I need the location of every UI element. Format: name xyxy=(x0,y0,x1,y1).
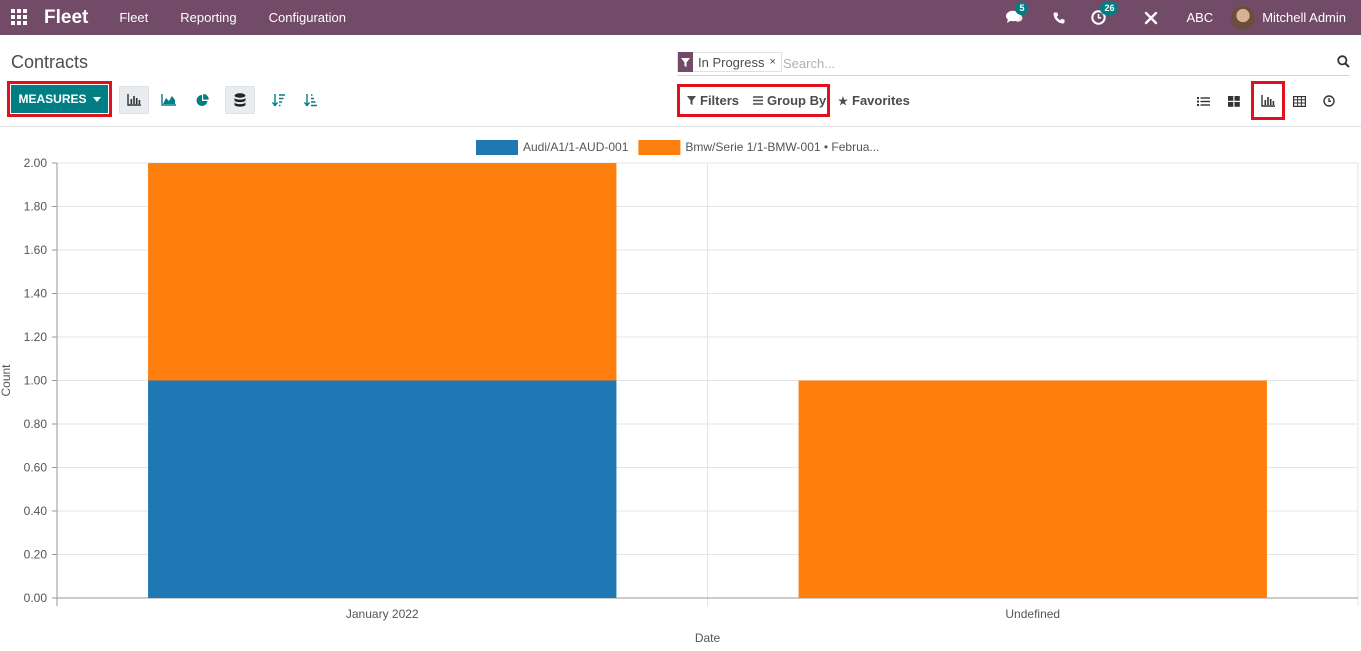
activities-button[interactable]: 26 xyxy=(1091,2,1119,25)
filter-facet-icon xyxy=(678,52,693,72)
phone-icon xyxy=(1053,12,1065,24)
sort-descending-button[interactable] xyxy=(264,86,294,114)
kanban-view-button[interactable] xyxy=(1220,88,1248,114)
y-tick-label: 0.40 xyxy=(24,504,48,518)
user-name: Mitchell Admin xyxy=(1262,10,1346,25)
y-axis-label: Count xyxy=(0,364,13,397)
pie-chart-icon xyxy=(196,93,209,106)
systray: 5 26 ABC Mitchell Admin xyxy=(994,0,1361,35)
sort-descending-icon xyxy=(272,93,285,107)
x-tick-label: Undefined xyxy=(1005,607,1060,621)
menu-reporting[interactable]: Reporting xyxy=(180,10,237,25)
company-switcher[interactable]: ABC xyxy=(1186,10,1214,25)
messages-button[interactable]: 5 xyxy=(1006,2,1029,25)
graph-view-highlight-box xyxy=(1251,81,1285,120)
menu-fleet[interactable]: Fleet xyxy=(119,10,149,25)
messages-count-badge: 5 xyxy=(1015,2,1029,15)
search-facet[interactable]: In Progress × xyxy=(677,52,782,72)
bar-chart-mode-button[interactable] xyxy=(119,86,149,114)
legend-item-label[interactable]: Audi/A1/1-AUD-001 xyxy=(523,140,629,154)
app-menu-icon[interactable] xyxy=(11,8,29,27)
list-icon xyxy=(1196,96,1210,106)
phone-button[interactable] xyxy=(1053,12,1065,24)
y-tick-label: 1.20 xyxy=(24,330,48,344)
menu-configuration[interactable]: Configuration xyxy=(268,10,346,25)
breadcrumb[interactable]: Contracts xyxy=(11,52,89,72)
y-tick-label: 0.20 xyxy=(24,548,48,562)
table-icon xyxy=(1292,95,1306,107)
measures-button[interactable]: MEASURES xyxy=(11,85,108,113)
app-brand[interactable]: Fleet xyxy=(44,6,89,28)
facet-value: In Progress xyxy=(698,54,765,70)
bar-chart: 0.00 0.20 0.40 0.60 0.80 1.00 1.20 1.40 1.60 1.80… xyxy=(0,140,1359,645)
y-tick-label: 1.00 xyxy=(24,374,48,388)
graph-view-button[interactable] xyxy=(1254,88,1282,114)
database-icon xyxy=(234,93,246,107)
y-tick-label: 2.00 xyxy=(24,156,48,170)
y-tick-label: 0.00 xyxy=(24,591,48,605)
measures-label: MEASURES xyxy=(18,92,87,106)
star-icon xyxy=(838,95,848,105)
search-input[interactable] xyxy=(783,53,1303,73)
measures-highlight-box xyxy=(7,81,112,117)
y-tick-label: 1.40 xyxy=(24,287,48,301)
filter-icon xyxy=(687,96,696,105)
legend-swatch[interactable] xyxy=(638,140,681,155)
y-tick-label: 0.80 xyxy=(24,417,48,431)
x-tick-label: January 2022 xyxy=(346,607,419,621)
stacked-toggle-button[interactable] xyxy=(225,86,255,114)
bar-bmw-1[interactable] xyxy=(798,380,1267,599)
filters-label: Filters xyxy=(700,93,740,108)
tools-icon xyxy=(1145,11,1158,24)
bars-icon xyxy=(753,96,763,105)
bar-chart-icon xyxy=(127,94,141,106)
control-panel: Contracts MEASURES xyxy=(0,35,1361,127)
bar-chart-icon xyxy=(1261,95,1275,107)
debug-tools-button[interactable] xyxy=(1144,11,1158,25)
clock-icon xyxy=(1323,95,1335,107)
x-axis-label: Date xyxy=(695,631,721,645)
bar-audi-0[interactable] xyxy=(148,380,617,599)
sort-ascending-icon xyxy=(304,93,317,107)
y-tick-label: 0.60 xyxy=(24,461,48,475)
graph-view: 0.00 0.20 0.40 0.60 0.80 1.00 1.20 1.40 1.60 1.80… xyxy=(0,128,1361,651)
group-by-label: Group By xyxy=(767,93,827,108)
activities-count-badge: 26 xyxy=(1100,2,1119,15)
pivot-view-button[interactable] xyxy=(1285,88,1313,114)
list-view-button[interactable] xyxy=(1189,88,1217,114)
top-navbar: Fleet Fleet Reporting Configuration 5 26 xyxy=(0,0,1361,35)
kanban-icon xyxy=(1228,95,1240,107)
legend-swatch[interactable] xyxy=(476,140,518,155)
bar-bmw-0[interactable] xyxy=(148,163,617,381)
group-by-button[interactable]: Group By xyxy=(753,93,826,108)
pie-chart-mode-button[interactable] xyxy=(187,86,217,114)
favorites-label: Favorites xyxy=(852,93,910,108)
area-chart-icon xyxy=(160,94,176,106)
avatar xyxy=(1231,5,1256,30)
facet-remove-icon[interactable]: × xyxy=(769,56,776,68)
line-chart-mode-button[interactable] xyxy=(153,86,183,114)
sort-ascending-button[interactable] xyxy=(296,86,326,114)
search-bar: In Progress × xyxy=(677,50,1350,76)
favorites-button[interactable]: Favorites xyxy=(838,93,910,108)
legend-item-label[interactable]: Bmw/Serie 1/1-BMW-001 • Februa... xyxy=(685,140,879,154)
user-menu[interactable]: Mitchell Admin xyxy=(1231,5,1346,30)
filters-groupby-highlight-box xyxy=(677,84,830,117)
y-tick-label: 1.60 xyxy=(24,243,48,257)
clock-icon xyxy=(1091,10,1107,25)
activity-view-button[interactable] xyxy=(1315,88,1343,114)
filters-button[interactable]: Filters xyxy=(687,93,739,108)
caret-down-icon xyxy=(92,96,101,102)
y-tick-label: 1.80 xyxy=(24,200,48,214)
search-icon[interactable] xyxy=(1337,55,1350,68)
